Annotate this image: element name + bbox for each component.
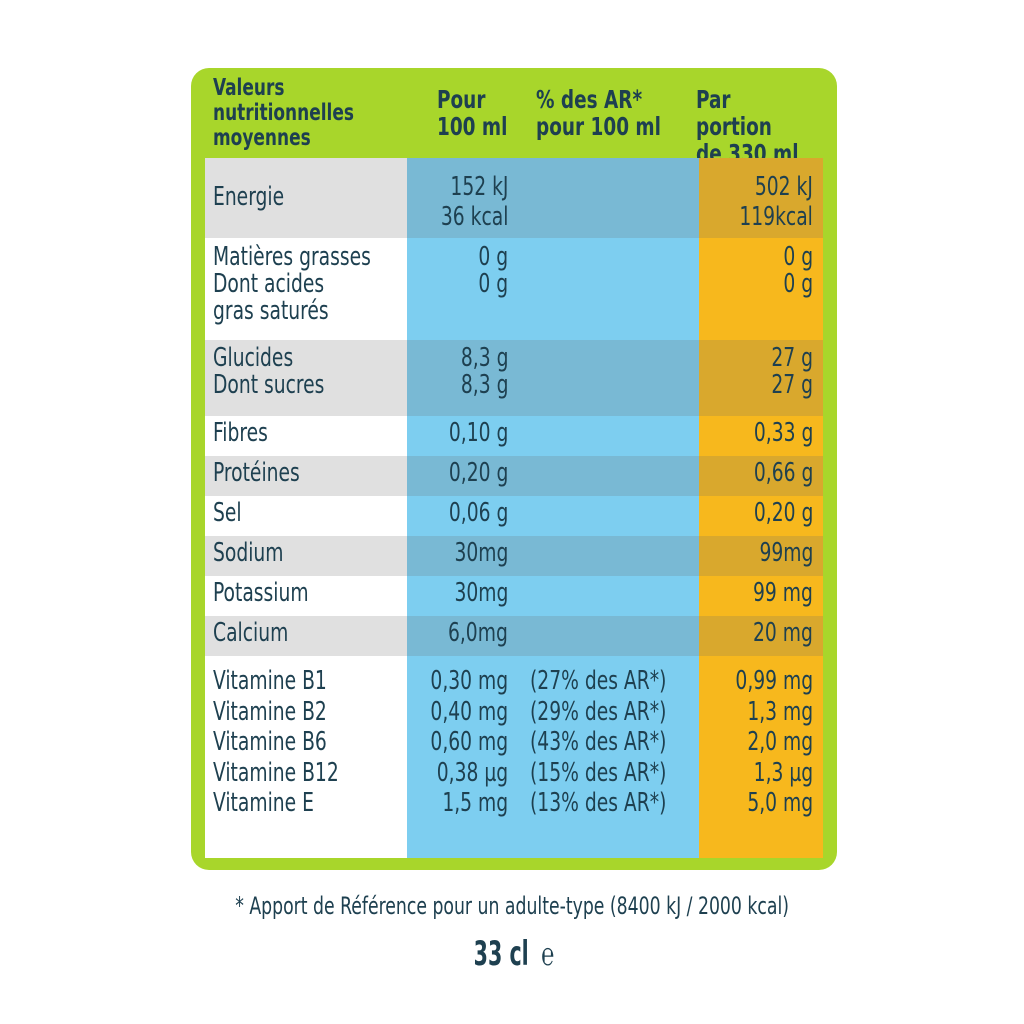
volume-label: 33 cl ℮ [0,934,1024,974]
value-per-portion: 20 mg [753,618,813,648]
table-row: Matières grasses Dont acides gras saturé… [205,244,823,346]
table-row: Sel 0,06 g 0,20 g [205,500,823,540]
table-row: Potassium 30mg 99 mg [205,580,823,620]
value-per-100ml: 30mg [454,578,508,608]
nutrient-label: Matières grasses Dont acides gras saturé… [213,242,371,326]
value-per-portion: 502 kJ 119kcal [739,172,813,232]
header-per-100ml: Pour 100 ml [437,85,508,141]
nutrient-label: Fibres [213,418,268,448]
value-per-100ml: 152 kJ 36 kcal [440,172,508,232]
nutrient-label: Energie [213,182,285,212]
value-per-portion: 0 g 0 g [783,242,813,299]
value-per-portion: 99 mg [753,578,813,608]
row-shading [205,456,823,496]
nutrition-table-frame: Valeurs nutritionnelles moyennes Pour 10… [191,68,837,870]
row-shading [205,340,823,416]
nutrient-label: Sel [213,498,242,528]
value-per-portion: 99mg [759,538,813,568]
value-per-100ml: 8,3 g 8,3 g [460,343,508,400]
per-100ml-column-background [407,158,699,858]
estimated-sign-icon: ℮ [541,935,555,973]
header-per-portion: Par portion de 330 ml [696,85,799,168]
row-shading [205,616,823,656]
row-shading [205,158,823,238]
value-per-100ml: 0 g 0 g [478,242,508,299]
nutrient-label: Sodium [213,538,284,568]
nutrient-label: Potassium [213,578,309,608]
volume-text: 33 cl [474,934,530,974]
nutrient-label: Vitamine B1 Vitamine B2 Vitamine B6 Vita… [213,666,339,818]
table-row: Energie 152 kJ 36 kcal 502 kJ 119kcal [205,172,823,252]
table-row: Sodium 30mg 99mg [205,540,823,580]
nutrient-label: Calcium [213,618,289,648]
value-per-portion: 27 g 27 g [771,343,813,400]
header-percent-ar: % des AR* pour 100 ml [536,85,661,141]
per-portion-column-background [699,158,823,858]
nutrition-table: Energie 152 kJ 36 kcal 502 kJ 119kcal Matiè… [205,158,823,858]
value-per-portion: 0,99 mg 1,3 mg 2,0 mg 1,3 µg 5,0 mg [735,666,813,818]
value-per-100ml: 0,30 mg 0,40 mg 0,60 mg 0,38 µg 1,5 mg [430,666,508,818]
nutrient-label: Glucides Dont sucres [213,343,325,400]
value-per-100ml: 0,06 g [448,498,508,528]
value-per-100ml: 6,0mg [448,618,508,648]
table-row: Vitamine B1 Vitamine B2 Vitamine B6 Vita… [205,666,823,868]
row-shading [205,536,823,576]
value-per-portion: 0,66 g [753,458,813,488]
label-column-background [205,158,407,858]
nutrient-label: Protéines [213,458,300,488]
value-per-100ml: 0,10 g [448,418,508,448]
table-row: Fibres 0,10 g 0,33 g [205,420,823,460]
value-per-portion: 0,20 g [753,498,813,528]
value-per-100ml: 0,20 g [448,458,508,488]
table-row: Calcium 6,0mg 20 mg [205,620,823,660]
table-row: Glucides Dont sucres 8,3 g 8,3 g 27 g 27 g [205,345,823,421]
reference-intake-footnote: * Apport de Référence pour un adulte-typ… [235,892,789,920]
value-per-100ml: 30mg [454,538,508,568]
percent-ar-value: (27% des AR*) (29% des AR*) (43% des AR*… [530,666,667,818]
value-per-portion: 0,33 g [753,418,813,448]
header-label: Valeurs nutritionnelles moyennes [213,75,354,151]
table-row: Protéines 0,20 g 0,66 g [205,460,823,500]
